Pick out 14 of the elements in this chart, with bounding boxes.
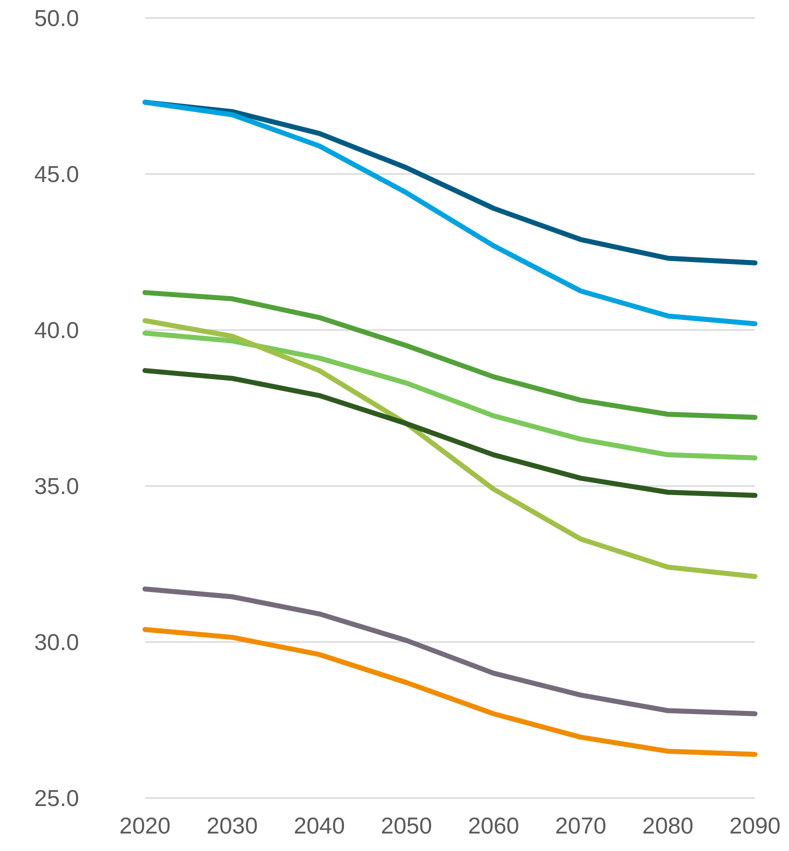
x-tick-label: 2070 bbox=[555, 812, 606, 838]
x-tick-label: 2060 bbox=[468, 812, 520, 838]
x-tick-label: 2030 bbox=[206, 812, 258, 838]
x-tick-label: 2080 bbox=[642, 812, 694, 838]
y-tick-label: 35.0 bbox=[34, 473, 79, 499]
x-tick-label: 2040 bbox=[294, 812, 345, 838]
y-tick-label: 50.0 bbox=[34, 5, 79, 31]
x-tick-label: 2050 bbox=[380, 812, 432, 838]
y-tick-label: 40.0 bbox=[34, 317, 79, 343]
x-tick-label: 2020 bbox=[119, 812, 171, 838]
y-tick-label: 45.0 bbox=[34, 161, 79, 187]
y-tick-label: 30.0 bbox=[34, 629, 79, 655]
y-tick-label: 25.0 bbox=[34, 785, 79, 811]
x-tick-label: 2090 bbox=[729, 812, 781, 838]
